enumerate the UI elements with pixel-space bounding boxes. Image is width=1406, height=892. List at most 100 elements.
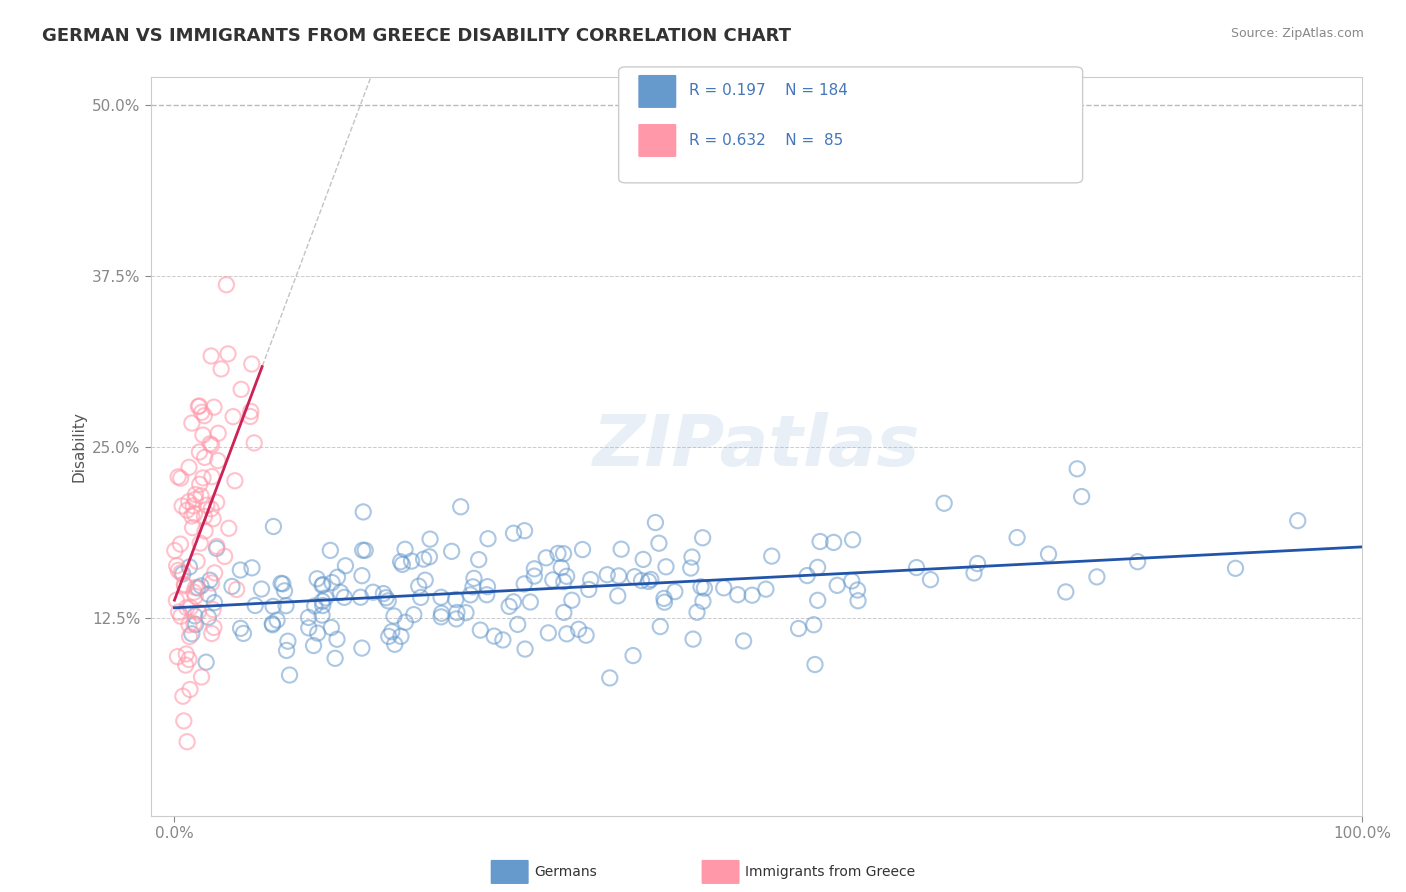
Point — [461, 580, 484, 594]
Point — [555, 627, 578, 641]
Point — [202, 400, 225, 414]
Point — [326, 570, 349, 584]
Point — [492, 632, 515, 647]
Point — [934, 496, 956, 510]
Point — [630, 574, 652, 588]
Point — [205, 539, 228, 553]
Point — [578, 582, 600, 597]
Point — [413, 573, 436, 587]
Point — [198, 437, 221, 451]
Point — [173, 577, 195, 591]
Text: R = 0.197    N = 184: R = 0.197 N = 184 — [689, 84, 848, 98]
Point — [172, 690, 194, 704]
Point — [180, 416, 202, 430]
Point — [170, 609, 193, 624]
Point — [966, 557, 988, 571]
Point — [188, 477, 211, 491]
Point — [262, 599, 284, 614]
Point — [846, 593, 869, 607]
Point — [513, 524, 536, 538]
Point — [271, 577, 294, 591]
Point — [188, 445, 211, 459]
Point — [172, 566, 194, 581]
Point — [631, 552, 654, 566]
Point — [446, 612, 468, 626]
Point — [243, 599, 266, 613]
Point — [349, 591, 371, 605]
Point — [823, 535, 845, 549]
Point — [1286, 514, 1309, 528]
Point — [825, 578, 848, 592]
Point — [204, 566, 226, 580]
Point — [205, 541, 228, 556]
Point — [239, 409, 262, 424]
Point — [606, 589, 628, 603]
Point — [381, 624, 404, 639]
Point — [1070, 490, 1092, 504]
Point — [191, 428, 214, 442]
Point — [165, 593, 187, 607]
Point — [177, 460, 200, 475]
Point — [596, 567, 619, 582]
Point — [394, 615, 416, 630]
Point — [679, 561, 702, 575]
Point — [188, 536, 211, 550]
Point — [513, 642, 536, 657]
Point — [482, 629, 505, 643]
Point — [690, 580, 713, 594]
Point — [537, 626, 560, 640]
Point — [177, 495, 200, 509]
Point — [179, 630, 201, 644]
Point — [920, 573, 942, 587]
Point — [201, 576, 224, 591]
Point — [335, 558, 357, 573]
Point — [184, 581, 207, 595]
Point — [179, 560, 201, 574]
Point — [190, 405, 212, 419]
Point — [176, 600, 198, 615]
Point — [232, 626, 254, 640]
Point — [621, 648, 644, 663]
Point — [513, 577, 536, 591]
Point — [262, 616, 284, 631]
Point — [311, 594, 333, 608]
Point — [905, 560, 928, 574]
Point — [412, 552, 434, 566]
Point — [1225, 561, 1247, 575]
Point — [1054, 585, 1077, 599]
Point — [460, 588, 482, 602]
Point — [207, 453, 229, 467]
Point — [278, 668, 301, 682]
Point — [579, 573, 602, 587]
Point — [682, 632, 704, 647]
Point — [389, 555, 412, 569]
Point — [273, 583, 295, 598]
Point — [470, 623, 492, 637]
Point — [298, 621, 321, 635]
Point — [195, 655, 218, 669]
Point — [354, 543, 377, 558]
Point — [713, 581, 735, 595]
Point — [384, 637, 406, 651]
Point — [610, 542, 633, 557]
Point — [166, 649, 188, 664]
Point — [1066, 462, 1088, 476]
Point — [326, 632, 349, 647]
Point — [186, 554, 208, 568]
Point — [214, 549, 236, 564]
Point — [167, 605, 190, 619]
Point — [350, 641, 373, 656]
Point — [311, 608, 333, 623]
Point — [190, 489, 212, 503]
Point — [692, 531, 714, 545]
Point — [177, 652, 200, 666]
Point — [321, 575, 343, 590]
Point — [319, 543, 342, 558]
Point — [229, 563, 252, 577]
Point — [201, 626, 224, 640]
Point — [664, 584, 686, 599]
Point — [222, 409, 245, 424]
Point — [391, 558, 413, 572]
Point — [224, 474, 246, 488]
Text: Source: ZipAtlas.com: Source: ZipAtlas.com — [1230, 27, 1364, 40]
